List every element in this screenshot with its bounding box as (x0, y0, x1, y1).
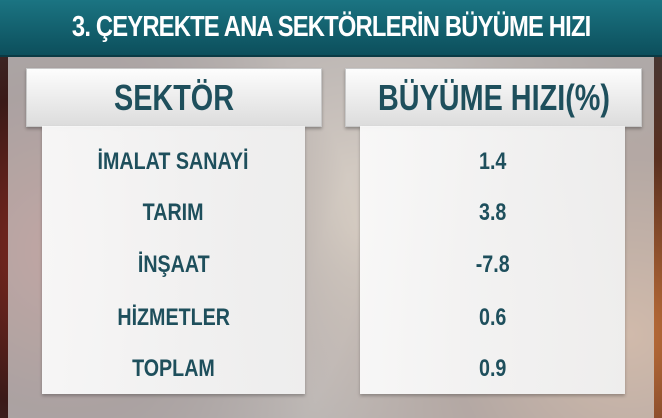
sector-cell-text: İMALAT SANAYİ (98, 148, 249, 175)
header-growth: BÜYÜME HIZI(%) (345, 68, 642, 127)
sector-cell-text: TOPLAM (132, 355, 215, 382)
sector-cell-text: İNŞAAT (137, 251, 210, 278)
growth-cell: 0.6 (360, 298, 625, 338)
sector-cell-text: HİZMETLER (117, 304, 230, 331)
growth-cell-text: 3.8 (478, 199, 507, 226)
sector-cell-text: TARIM (143, 199, 204, 226)
title-bar: 3. ÇEYREKTE ANA SEKTÖRLERİN BÜYÜME HIZI (0, 0, 662, 57)
growth-cell-text: 1.4 (478, 148, 507, 175)
sector-cell: İNŞAAT (42, 245, 305, 285)
growth-cell-text: 0.6 (478, 304, 507, 331)
sector-cell: TARIM (42, 193, 305, 233)
growth-cell: 3.8 (360, 193, 625, 233)
growth-cell-text: -7.8 (475, 251, 510, 278)
growth-column: 1.4 3.8 -7.8 0.6 0.9 (360, 126, 625, 394)
header-sector-label: SEKTÖR (113, 76, 234, 118)
title: 3. ÇEYREKTE ANA SEKTÖRLERİN BÜYÜME HIZI (71, 11, 591, 43)
sector-column: İMALAT SANAYİ TARIM İNŞAAT HİZMETLER TOPLAM (42, 126, 305, 394)
growth-cell-text: 0.9 (478, 355, 507, 382)
growth-cell: 1.4 (360, 142, 625, 182)
sector-cell: İMALAT SANAYİ (42, 142, 305, 182)
growth-cell: -7.8 (360, 245, 625, 285)
sector-cell: HİZMETLER (42, 298, 305, 338)
header-growth-label: BÜYÜME HIZI(%) (377, 76, 610, 118)
sector-cell: TOPLAM (42, 349, 305, 389)
growth-cell: 0.9 (360, 349, 625, 389)
header-sector: SEKTÖR (26, 68, 322, 127)
